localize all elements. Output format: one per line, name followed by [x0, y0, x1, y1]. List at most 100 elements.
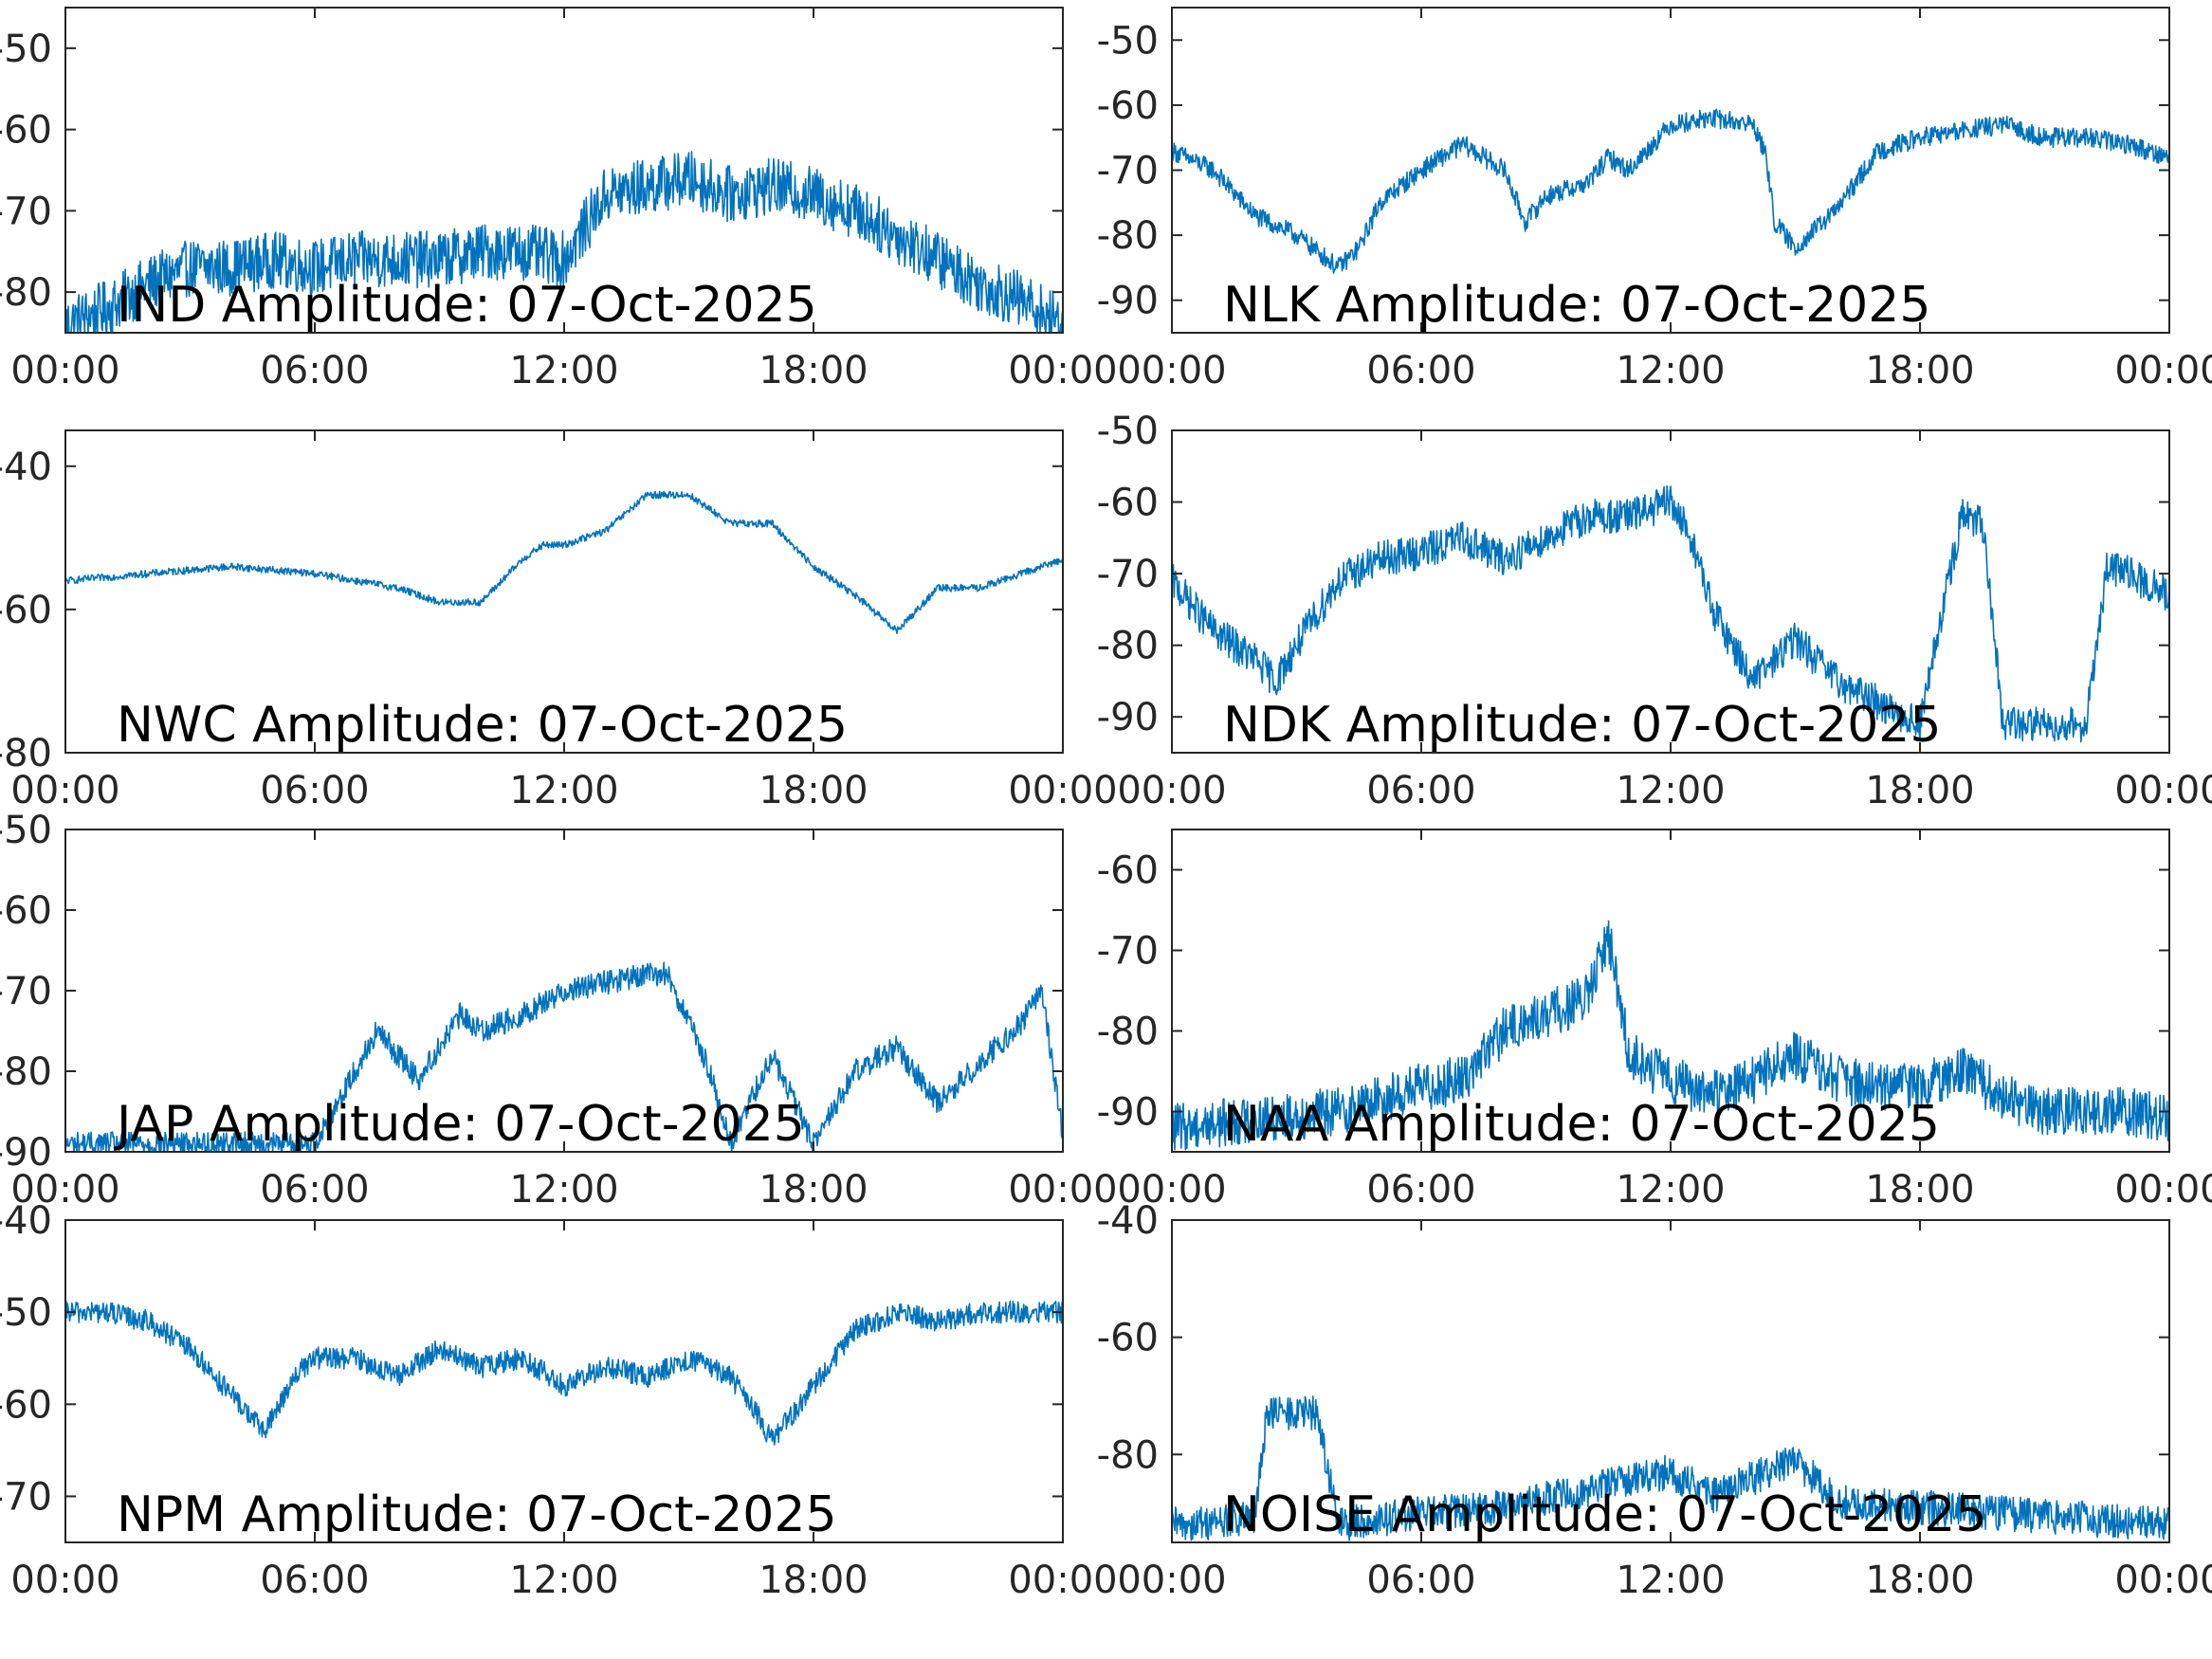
- series-line-ndk: [1172, 484, 2169, 743]
- x-tick-label: 06:00: [1366, 349, 1475, 392]
- y-tick-label: -70: [1097, 930, 1159, 974]
- panel-npm: 00:00 06:00 12:00 18:00 00:00 -40 -50 -60 -70 NPM…: [0, 1199, 1118, 1602]
- y-tick-label: -90: [1097, 696, 1159, 739]
- x-tick-label: 06:00: [260, 769, 369, 812]
- series-line-npm: [65, 1300, 1063, 1446]
- x-tick-label: 00:00: [1117, 349, 1226, 392]
- panel-title: NPM Amplitude: 07-Oct-2025: [117, 1486, 837, 1543]
- x-tick-label: 12:00: [509, 1559, 618, 1602]
- y-tick-label: -50: [1097, 410, 1159, 453]
- y-tick-label: -40: [0, 1199, 52, 1243]
- y-tick-label: -40: [1097, 1199, 1159, 1243]
- x-tick-label: 06:00: [260, 349, 369, 392]
- x-tick-label: 12:00: [509, 1168, 618, 1212]
- series-line-noise: [1172, 1395, 2169, 1541]
- y-tick-label: -50: [0, 1291, 52, 1335]
- y-tick-label: -50: [1097, 19, 1159, 63]
- series-line-nwc: [65, 490, 1063, 634]
- y-tick-label: -50: [0, 27, 52, 71]
- panel-title: JAP Amplitude: 07-Oct-2025: [114, 1096, 805, 1153]
- y-tick-label: -70: [0, 1475, 52, 1519]
- y-tick-label: -80: [1097, 625, 1159, 668]
- panel-jap: 00:00 06:00 12:00 18:00 00:00 -50 -60 -70 -80 -90…: [0, 809, 1118, 1212]
- y-tick-label: -80: [1097, 1433, 1159, 1477]
- x-tick-label: 00:00: [1117, 1559, 1226, 1602]
- x-tick-label: 00:00: [2114, 349, 2212, 392]
- x-tick-label: 12:00: [1616, 769, 1725, 812]
- x-tick-label: 12:00: [509, 349, 618, 392]
- x-tick-label: 00:00: [1117, 769, 1226, 812]
- y-tick-label: -90: [1097, 280, 1159, 323]
- x-tick-label: 00:00: [2114, 1168, 2212, 1212]
- y-tick-label: -80: [1097, 214, 1159, 258]
- panel-title: NAA Amplitude: 07-Oct-2025: [1223, 1096, 1940, 1153]
- panel-title: NLK Amplitude: 07-Oct-2025: [1223, 277, 1930, 334]
- y-tick-label: -60: [0, 589, 52, 632]
- plot-area: 00:00 06:00 12:00 18:00 00:00 -50 -60 -70 -80 IND…: [0, 7, 1118, 392]
- x-tick-label: 00:00: [1008, 1168, 1117, 1212]
- x-tick-label: 00:00: [10, 769, 119, 812]
- x-tick-label: 18:00: [1865, 769, 1974, 812]
- panel-title: NOISE Amplitude: 07-Oct-2025: [1223, 1486, 1986, 1543]
- y-tick-label: -70: [0, 970, 52, 1013]
- plot-area: 00:00 06:00 12:00 18:00 00:00 -60 -70 -80 -90 NAA…: [1097, 829, 2212, 1212]
- y-tick-label: -60: [1097, 849, 1159, 893]
- panel-nlk: 00:00 06:00 12:00 18:00 00:00 -50 -60 -70 -80 -90…: [1097, 7, 2212, 392]
- x-tick-label: 00:00: [2114, 1559, 2212, 1602]
- x-tick-label: 18:00: [1865, 349, 1974, 392]
- panel-title: NWC Amplitude: 07-Oct-2025: [117, 697, 848, 754]
- x-tick-label: 00:00: [1008, 349, 1117, 392]
- x-tick-label: 18:00: [759, 1559, 868, 1602]
- panel-title: IND Amplitude: 07-Oct-2025: [117, 277, 817, 334]
- x-tick-label: 00:00: [10, 1168, 119, 1212]
- y-tick-label: -60: [1097, 482, 1159, 525]
- y-tick-label: -90: [0, 1131, 52, 1175]
- panel-noise: 00:00 06:00 12:00 18:00 00:00 -40 -60 -80 NOISE …: [1097, 1199, 2212, 1602]
- x-tick-label: 06:00: [260, 1168, 369, 1212]
- x-tick-label: 12:00: [509, 769, 618, 812]
- panel-title: NDK Amplitude: 07-Oct-2025: [1223, 697, 1941, 754]
- y-tick-label: -80: [0, 732, 52, 775]
- x-tick-label: 18:00: [1865, 1559, 1974, 1602]
- y-tick-label: -80: [1097, 1011, 1159, 1054]
- x-tick-label: 00:00: [10, 1559, 119, 1602]
- x-tick-label: 12:00: [1616, 1559, 1725, 1602]
- x-tick-label: 18:00: [759, 349, 868, 392]
- x-tick-label: 12:00: [1616, 349, 1725, 392]
- series-line-naa: [1172, 920, 2169, 1151]
- x-tick-label: 06:00: [1366, 769, 1475, 812]
- panel-naa: 00:00 06:00 12:00 18:00 00:00 -60 -70 -80 -90 NAA…: [1097, 829, 2212, 1212]
- plot-area: 00:00 06:00 12:00 18:00 00:00 -40 -50 -60 -70 NPM…: [0, 1199, 1118, 1602]
- x-tick-label: 12:00: [1616, 1168, 1725, 1212]
- y-tick-label: -60: [0, 109, 52, 153]
- y-tick-label: -40: [0, 446, 52, 489]
- x-tick-label: 06:00: [260, 1559, 369, 1602]
- plot-area: 00:00 06:00 12:00 18:00 00:00 -40 -60 -80 NOISE …: [1097, 1199, 2212, 1602]
- plot-area: 00:00 06:00 12:00 18:00 00:00 -50 -60 -70 -80 -90…: [1097, 410, 2212, 812]
- y-tick-label: -60: [1097, 84, 1159, 128]
- x-tick-label: 00:00: [2114, 769, 2212, 812]
- series-line-nlk: [1172, 108, 2169, 274]
- series-line-ind: [65, 151, 1063, 333]
- y-tick-label: -50: [0, 809, 52, 852]
- y-tick-label: -70: [0, 190, 52, 233]
- x-tick-label: 00:00: [1008, 769, 1117, 812]
- series-line-jap: [65, 961, 1063, 1152]
- plot-area: 00:00 06:00 12:00 18:00 00:00 -50 -60 -70 -80 -90…: [1097, 7, 2212, 392]
- x-tick-label: 18:00: [759, 1168, 868, 1212]
- x-tick-label: 18:00: [1865, 1168, 1974, 1212]
- x-tick-label: 06:00: [1366, 1559, 1475, 1602]
- plot-area: 00:00 06:00 12:00 18:00 00:00 -50 -60 -70 -80 -90…: [0, 809, 1118, 1212]
- y-tick-label: -60: [0, 889, 52, 933]
- x-tick-label: 00:00: [10, 349, 119, 392]
- y-tick-label: -80: [0, 1050, 52, 1094]
- panel-ndk: 00:00 06:00 12:00 18:00 00:00 -50 -60 -70 -80 -90…: [1097, 410, 2212, 812]
- x-tick-label: 00:00: [1117, 1168, 1226, 1212]
- x-tick-label: 18:00: [759, 769, 868, 812]
- x-tick-label: 00:00: [1008, 1559, 1117, 1602]
- panel-ind: 00:00 06:00 12:00 18:00 00:00 -50 -60 -70 -80 IND…: [0, 7, 1118, 392]
- y-tick-label: -70: [1097, 150, 1159, 193]
- y-tick-label: -60: [0, 1383, 52, 1427]
- y-tick-label: -90: [1097, 1091, 1159, 1135]
